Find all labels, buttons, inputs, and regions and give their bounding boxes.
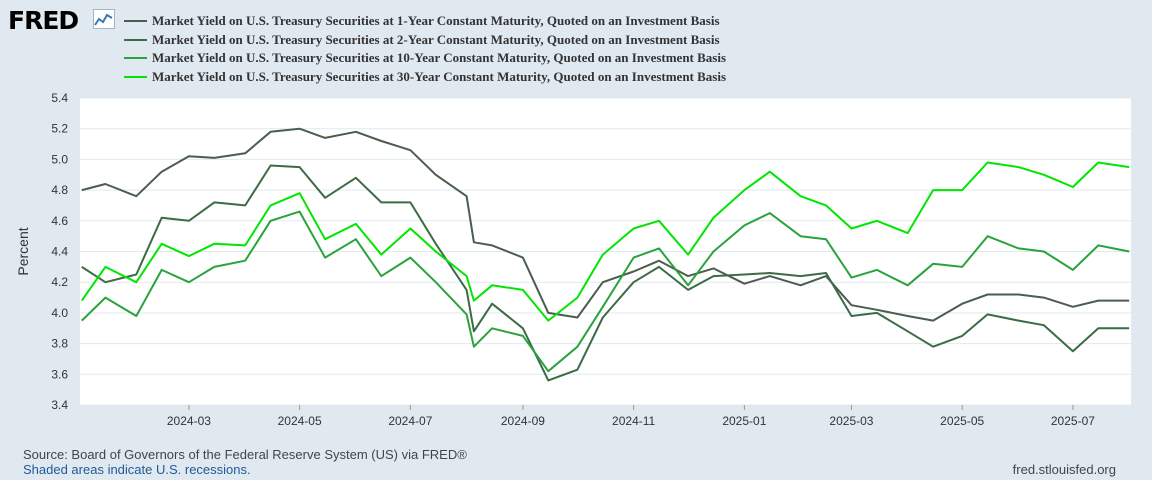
legend-label: Market Yield on U.S. Treasury Securities…	[152, 13, 720, 29]
site-url[interactable]: fred.stlouisfed.org	[1012, 462, 1116, 477]
legend-item: Market Yield on U.S. Treasury Securities…	[124, 49, 726, 68]
x-tick-label: 2025-05	[940, 414, 984, 428]
x-tick-label: 2024-11	[612, 414, 655, 428]
y-tick-label: 3.4	[51, 398, 68, 412]
y-tick-label: 4.0	[51, 306, 68, 320]
legend-label: Market Yield on U.S. Treasury Securities…	[152, 68, 727, 84]
legend-label: Market Yield on U.S. Treasury Securities…	[152, 31, 720, 47]
legend-item: Market Yield on U.S. Treasury Securities…	[124, 68, 726, 87]
legend-swatch	[124, 57, 147, 60]
series-30yr-line	[80, 161, 1130, 322]
y-axis-label: Percent	[15, 227, 31, 275]
source-note: Source: Board of Governors of the Federa…	[23, 447, 467, 462]
fred-logo[interactable]: FRED	[8, 6, 79, 35]
x-tick-label: 2024-07	[388, 414, 432, 428]
x-tick-label: 2024-05	[278, 414, 322, 428]
legend-swatch	[124, 75, 147, 78]
x-tick-label: 2025-01	[722, 414, 766, 428]
y-tick-label: 5.0	[51, 152, 68, 166]
legend-label: Market Yield on U.S. Treasury Securities…	[152, 50, 727, 66]
legend-item: Market Yield on U.S. Treasury Securities…	[124, 12, 726, 31]
legend-swatch	[124, 20, 147, 23]
y-tick-label: 3.6	[51, 367, 68, 381]
y-tick-label: 4.2	[51, 275, 68, 289]
y-tick-label: 3.8	[51, 337, 68, 351]
y-tick-label: 4.6	[51, 214, 68, 228]
legend-swatch	[124, 38, 147, 41]
y-tick-label: 4.4	[51, 245, 68, 259]
line-chart: 3.4 3.6 3.8 4.0 4.2 4.4 4.6 4.8 5.0 5.2 5.4 2024-03…	[15, 91, 1131, 428]
legend-item: Market Yield on U.S. Treasury Securities…	[124, 31, 726, 50]
x-tick-label: 2025-07	[1051, 414, 1095, 428]
series-2yr-line	[81, 164, 1130, 382]
x-tick-label: 2025-03	[829, 414, 873, 428]
y-tick-label: 4.8	[51, 183, 68, 197]
recession-note: Shaded areas indicate U.S. recessions.	[23, 462, 251, 477]
x-tick-label: 2024-03	[167, 414, 211, 428]
legend: Market Yield on U.S. Treasury Securities…	[124, 12, 726, 86]
series-1yr-line	[81, 127, 1130, 322]
x-tick-label: 2024-09	[501, 414, 545, 428]
y-tick-label: 5.4	[51, 91, 68, 105]
y-tick-label: 5.2	[51, 122, 68, 136]
line-chart-icon	[93, 9, 115, 29]
series-10yr-line	[81, 210, 1130, 373]
